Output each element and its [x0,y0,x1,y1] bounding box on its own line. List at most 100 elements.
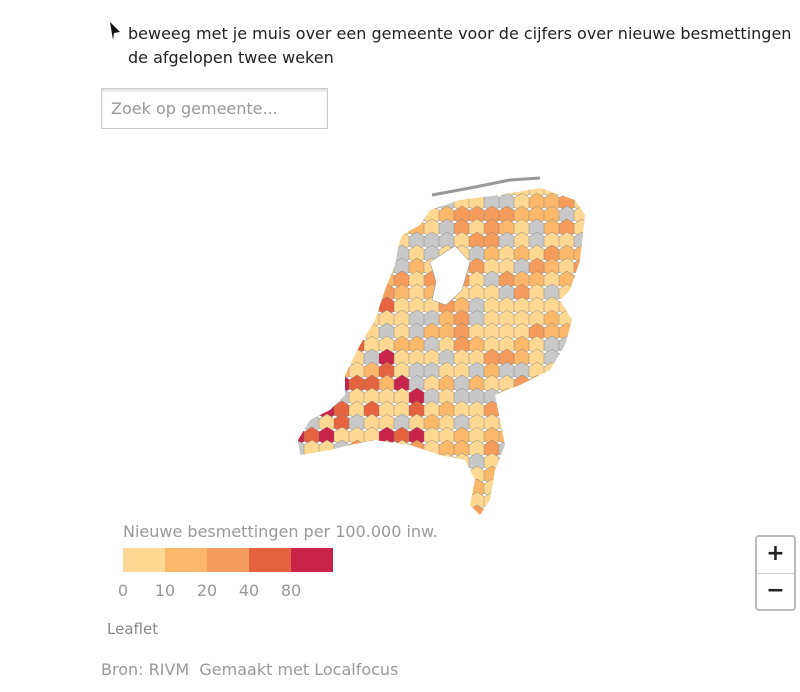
municipality[interactable] [589,284,605,302]
municipality[interactable] [573,348,590,368]
municipality[interactable] [318,180,336,199]
municipality[interactable] [333,348,351,368]
municipality[interactable] [589,258,605,276]
municipality[interactable] [303,348,321,368]
municipality[interactable] [498,426,516,446]
municipality[interactable] [378,426,396,446]
municipality[interactable] [453,504,471,523]
municipality[interactable] [573,478,590,498]
municipality[interactable] [589,193,605,211]
municipality[interactable] [589,336,605,354]
municipality[interactable] [589,297,605,315]
municipality[interactable] [363,465,381,485]
municipality[interactable] [363,296,381,316]
municipality[interactable] [333,205,351,225]
municipality[interactable] [289,387,306,407]
municipality[interactable] [573,257,590,277]
municipality[interactable] [363,270,381,290]
municipality[interactable] [303,309,321,329]
zoom-in[interactable]: + [766,541,785,566]
municipality[interactable] [589,414,605,432]
municipality[interactable] [573,504,590,523]
municipality[interactable] [289,348,306,368]
municipality[interactable] [303,192,321,212]
municipality[interactable] [544,167,560,185]
municipality[interactable] [513,452,531,472]
municipality[interactable] [318,335,336,355]
municipality[interactable] [303,478,321,498]
municipality[interactable] [589,492,605,510]
municipality[interactable] [498,465,516,485]
municipality[interactable] [573,180,590,199]
municipality[interactable] [498,400,516,420]
municipality[interactable] [348,478,366,498]
municipality[interactable] [454,167,470,185]
municipality[interactable] [333,374,351,394]
municipality[interactable] [318,387,336,407]
municipality[interactable] [363,478,381,498]
municipality[interactable] [408,504,426,523]
municipality[interactable] [349,167,365,185]
municipality[interactable] [363,283,381,303]
municipality[interactable] [378,491,396,511]
municipality[interactable] [289,192,306,212]
municipality[interactable] [423,192,441,212]
municipality[interactable] [394,167,410,185]
municipality[interactable] [378,231,396,251]
municipality[interactable] [589,505,605,523]
municipality[interactable] [348,244,366,264]
municipality[interactable] [289,465,306,485]
municipality[interactable] [303,439,321,459]
municipality[interactable] [289,205,306,225]
municipality[interactable] [348,205,366,225]
municipality[interactable] [363,180,381,199]
made-with[interactable]: Gemaakt met Localfocus [199,660,399,679]
municipality[interactable] [378,439,396,459]
municipality[interactable] [589,349,605,367]
municipality[interactable] [393,218,411,238]
municipality[interactable] [303,322,321,342]
municipality[interactable] [558,426,576,446]
municipality[interactable] [378,452,396,472]
municipality[interactable] [303,231,321,251]
municipality[interactable] [318,257,336,277]
municipality[interactable] [558,400,576,420]
municipality[interactable] [558,361,576,381]
municipality[interactable] [573,335,590,355]
municipality[interactable] [378,218,396,238]
municipality[interactable] [559,167,575,185]
municipality[interactable] [303,491,321,511]
municipality[interactable] [589,375,605,393]
municipality[interactable] [589,427,605,445]
municipality[interactable] [318,374,336,394]
municipality[interactable] [589,232,605,250]
municipality[interactable] [573,491,590,511]
municipality[interactable] [558,374,576,394]
municipality[interactable] [558,465,576,485]
municipality[interactable] [348,231,366,251]
municipality[interactable] [318,218,336,238]
municipality[interactable] [289,167,305,185]
municipality[interactable] [573,296,590,316]
municipality[interactable] [543,478,561,498]
municipality[interactable] [423,452,441,472]
municipality[interactable] [303,400,321,420]
municipality[interactable] [589,388,605,406]
search-input[interactable]: Zoek op gemeente... [101,88,328,129]
municipality[interactable] [543,426,561,446]
municipality[interactable] [318,283,336,303]
municipality[interactable] [318,439,336,459]
municipality[interactable] [333,231,351,251]
municipality[interactable] [378,478,396,498]
municipality[interactable] [498,413,516,433]
municipality[interactable] [589,362,605,380]
municipality[interactable] [393,491,411,511]
municipality[interactable] [423,491,441,511]
municipality[interactable] [498,491,516,511]
municipality[interactable] [303,452,321,472]
municipality[interactable] [348,257,366,277]
municipality[interactable] [333,361,351,381]
municipality[interactable] [408,192,426,212]
municipality[interactable] [289,322,306,342]
municipality[interactable] [289,296,306,316]
